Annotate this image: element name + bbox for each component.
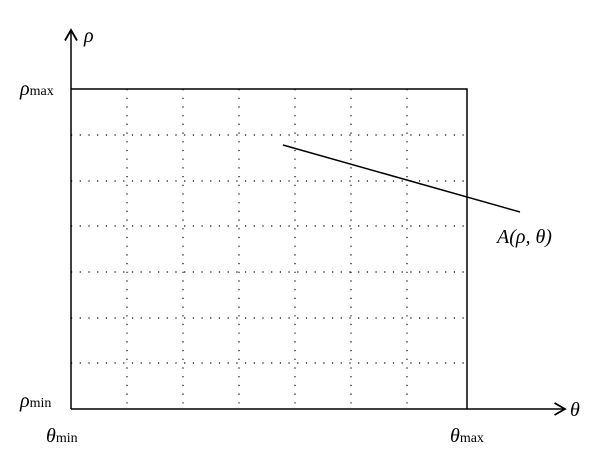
rho-max-label: ρmax (19, 78, 54, 100)
theta-min-label: θmin (46, 425, 78, 447)
grid (71, 89, 467, 409)
y-axis-label: ρ (83, 25, 94, 47)
line-a (282, 144, 521, 213)
theta-max-label: θmax (450, 425, 484, 447)
x-axis-label: θ (570, 399, 580, 421)
box (71, 88, 468, 409)
rho-min-label: ρmin (19, 390, 51, 412)
line-label: A(ρ, θ) (495, 226, 552, 248)
